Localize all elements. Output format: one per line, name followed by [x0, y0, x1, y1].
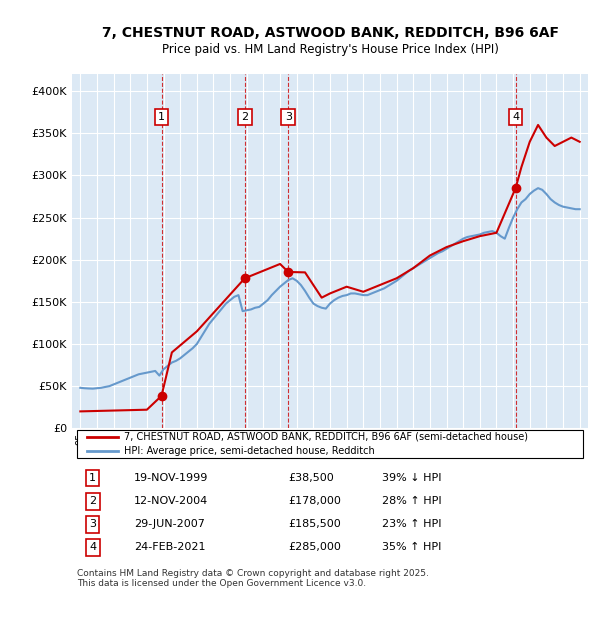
Text: £285,000: £285,000: [289, 542, 341, 552]
Text: £38,500: £38,500: [289, 473, 334, 483]
Text: Price paid vs. HM Land Registry's House Price Index (HPI): Price paid vs. HM Land Registry's House …: [161, 43, 499, 56]
Text: 28% ↑ HPI: 28% ↑ HPI: [382, 496, 441, 506]
FancyBboxPatch shape: [77, 430, 583, 458]
Text: £185,500: £185,500: [289, 520, 341, 529]
Text: Contains HM Land Registry data © Crown copyright and database right 2025.
This d: Contains HM Land Registry data © Crown c…: [77, 569, 429, 588]
Text: 4: 4: [512, 112, 519, 122]
Text: 29-JUN-2007: 29-JUN-2007: [134, 520, 205, 529]
Text: 24-FEB-2021: 24-FEB-2021: [134, 542, 205, 552]
Text: 7, CHESTNUT ROAD, ASTWOOD BANK, REDDITCH, B96 6AF: 7, CHESTNUT ROAD, ASTWOOD BANK, REDDITCH…: [101, 26, 559, 40]
Text: 39% ↓ HPI: 39% ↓ HPI: [382, 473, 441, 483]
Text: 7, CHESTNUT ROAD, ASTWOOD BANK, REDDITCH, B96 6AF (semi-detached house): 7, CHESTNUT ROAD, ASTWOOD BANK, REDDITCH…: [124, 432, 527, 442]
Text: 2: 2: [89, 496, 96, 506]
Text: £178,000: £178,000: [289, 496, 341, 506]
Text: HPI: Average price, semi-detached house, Redditch: HPI: Average price, semi-detached house,…: [124, 446, 374, 456]
Text: 1: 1: [89, 473, 96, 483]
Text: 12-NOV-2004: 12-NOV-2004: [134, 496, 208, 506]
Text: 2: 2: [241, 112, 248, 122]
Text: 19-NOV-1999: 19-NOV-1999: [134, 473, 208, 483]
Text: 1: 1: [158, 112, 165, 122]
Text: 3: 3: [89, 520, 96, 529]
Text: 23% ↑ HPI: 23% ↑ HPI: [382, 520, 441, 529]
Text: 35% ↑ HPI: 35% ↑ HPI: [382, 542, 441, 552]
Text: 4: 4: [89, 542, 96, 552]
Text: 3: 3: [285, 112, 292, 122]
